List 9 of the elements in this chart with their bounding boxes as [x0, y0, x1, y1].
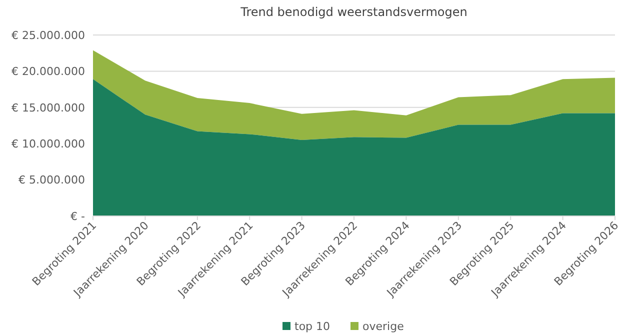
y-tick-label: € 5.000.000 [18, 174, 85, 187]
y-tick-label: € 20.000.000 [12, 65, 85, 78]
y-tick-label: € 10.000.000 [12, 137, 85, 150]
legend-label: overige [362, 320, 404, 333]
chart-title: Trend benodigd weerstandsvermogen [240, 5, 468, 19]
y-tick-label: € 25.000.000 [12, 28, 85, 42]
y-tick-label: € 15.000.000 [12, 101, 85, 114]
y-tick-label: € - [70, 210, 86, 223]
legend-label: top 10 [294, 320, 330, 333]
